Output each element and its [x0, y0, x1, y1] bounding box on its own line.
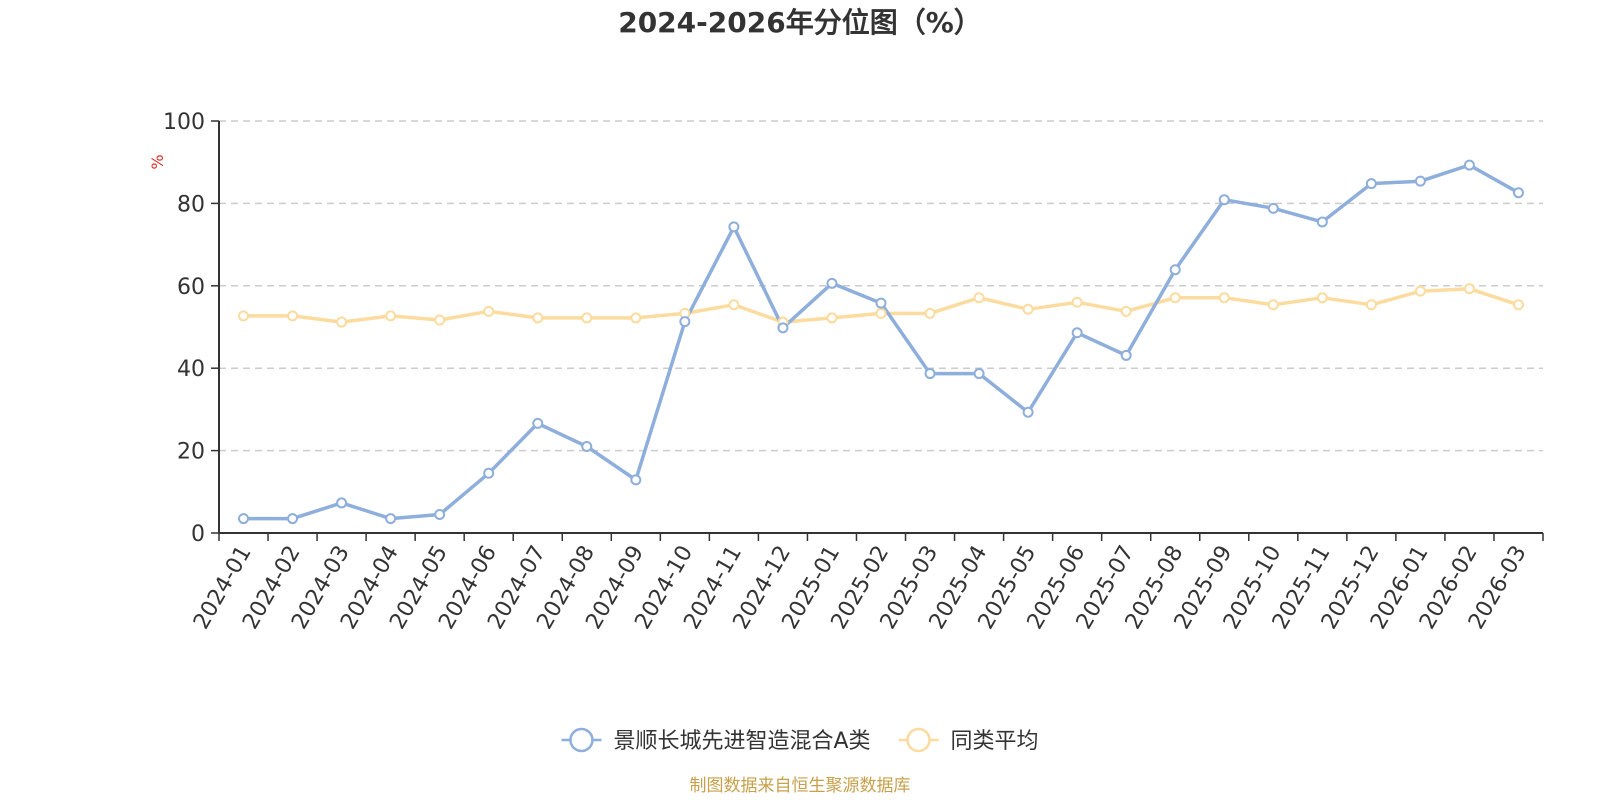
data-point — [287, 310, 299, 322]
data-point — [1169, 264, 1181, 276]
legend-circle-icon — [569, 727, 594, 753]
chart-title: 2024-2026年分位图（%） — [618, 6, 982, 39]
data-point — [238, 310, 250, 322]
y-tick-label: 40 — [177, 357, 205, 382]
legend-label: 同类平均 — [951, 729, 1039, 754]
data-point — [336, 316, 348, 328]
legend-item[interactable]: 景顺长城先进智造混合A类 — [561, 727, 871, 754]
data-point — [1218, 292, 1230, 304]
data-point — [973, 368, 985, 380]
data-point — [385, 513, 397, 525]
data-point — [581, 440, 593, 452]
data-point — [1414, 175, 1426, 187]
data-point — [434, 314, 446, 326]
data-point — [1463, 159, 1475, 171]
data-point — [1365, 299, 1377, 311]
data-point — [238, 513, 250, 525]
data-point — [532, 312, 544, 324]
legend-label: 景顺长城先进智造混合A类 — [613, 729, 870, 754]
source-note: 制图数据来自恒生聚源数据库 — [690, 776, 911, 796]
data-point — [1414, 285, 1426, 297]
legend-item[interactable]: 同类平均 — [898, 727, 1039, 754]
data-point — [924, 368, 936, 380]
data-point — [581, 312, 593, 324]
data-point — [1022, 406, 1034, 418]
data-point — [924, 307, 936, 319]
data-point — [1022, 303, 1034, 315]
data-point — [1512, 187, 1524, 199]
y-tick-label: 0 — [191, 522, 205, 547]
data-point — [1365, 178, 1377, 190]
data-point — [1316, 292, 1328, 304]
data-point — [728, 299, 740, 311]
data-point — [1267, 202, 1279, 214]
data-point — [1463, 283, 1475, 295]
y-axis-unit-label: % — [148, 154, 167, 169]
data-point — [826, 277, 838, 289]
data-point — [1169, 292, 1181, 304]
data-point — [434, 508, 446, 520]
data-point — [1071, 296, 1083, 308]
data-point — [1316, 216, 1328, 228]
series-line — [243, 163, 1520, 521]
legend: 景顺长城先进智造混合A类 同类平均 — [561, 727, 1039, 754]
axes: 0204060801002024-012024-022024-032024-04… — [163, 110, 1544, 634]
data-point — [385, 310, 397, 322]
data-point — [728, 221, 740, 233]
data-point — [336, 497, 348, 509]
y-tick-label: 20 — [177, 440, 205, 465]
data-point — [287, 513, 299, 525]
data-point — [532, 417, 544, 429]
y-tick-label: 80 — [177, 192, 205, 217]
legend-circle-icon — [906, 727, 931, 753]
data-point — [973, 292, 985, 304]
y-tick-label: 60 — [177, 275, 205, 300]
data-point — [679, 316, 691, 328]
data-point — [1071, 327, 1083, 339]
grid-lines — [219, 120, 1543, 452]
data-point — [483, 467, 495, 479]
y-tick-label: 100 — [163, 110, 205, 135]
data-point — [875, 297, 887, 309]
data-point — [483, 305, 495, 317]
series-lines — [238, 159, 1524, 525]
data-point — [1267, 299, 1279, 311]
data-point — [1218, 194, 1230, 206]
data-point — [826, 312, 838, 324]
data-point — [630, 312, 642, 324]
data-point — [1512, 299, 1524, 311]
data-point — [875, 307, 887, 319]
data-point — [777, 322, 789, 334]
data-point — [1120, 305, 1132, 317]
data-point — [1120, 349, 1132, 361]
data-point — [630, 474, 642, 486]
